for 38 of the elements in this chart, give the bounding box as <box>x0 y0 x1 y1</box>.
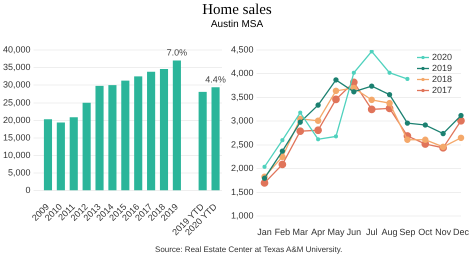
y-tick-label: 40,000 <box>2 44 31 54</box>
legend-label: 2019 <box>432 62 452 73</box>
legend-label: 2020 <box>432 52 452 62</box>
x-tick-label: Nov <box>435 227 452 238</box>
y-tick-label: 20,000 <box>2 114 31 125</box>
y-tick-label: 10,000 <box>2 150 31 160</box>
x-tick-label: Oct <box>418 227 433 238</box>
y-tick-label: 2,500 <box>230 139 254 150</box>
legend-label: 2017 <box>432 84 452 95</box>
x-tick-label: Apr <box>311 227 326 238</box>
x-tick-label: Feb <box>274 227 290 238</box>
x-tick-label: Jul <box>366 227 378 238</box>
x-tick-label: Sep <box>399 227 416 238</box>
y-tick-label: 15,000 <box>2 132 31 142</box>
x-tick-label: May <box>327 227 345 238</box>
chart-subtitle: Austin MSA <box>210 19 264 31</box>
x-tick-label: Dec <box>452 227 470 238</box>
x-tick-label: Jan <box>257 227 272 238</box>
y-tick-label: 30,000 <box>2 80 31 90</box>
source-note: Source: Real Estate Center at Texas A&M University. <box>154 245 344 255</box>
y-tick-label: 2,000 <box>230 163 254 174</box>
y-tick-label: 3,500 <box>230 92 254 102</box>
x-tick-label: Mar <box>292 227 308 238</box>
y-tick-label: 4,500 <box>230 44 254 54</box>
x-tick-label: Jun <box>346 227 362 238</box>
chart-title: Home sales <box>201 2 273 19</box>
y-tick-label: 4,000 <box>230 68 254 78</box>
y-tick-label: 5,000 <box>8 168 31 178</box>
y-tick-label: 25,000 <box>2 97 31 108</box>
annotation: 4.4% <box>205 74 226 84</box>
y-tick-label: 35,000 <box>2 62 31 72</box>
legend-label: 2018 <box>432 74 452 84</box>
annotation: 7.0% <box>166 48 188 58</box>
y-tick-label: 1,000 <box>230 210 254 221</box>
y-tick-label: 1,500 <box>230 186 254 197</box>
y-tick-label: 0 <box>26 185 31 196</box>
x-tick-label: Aug <box>382 227 398 238</box>
y-tick-label: 3,000 <box>230 116 254 126</box>
